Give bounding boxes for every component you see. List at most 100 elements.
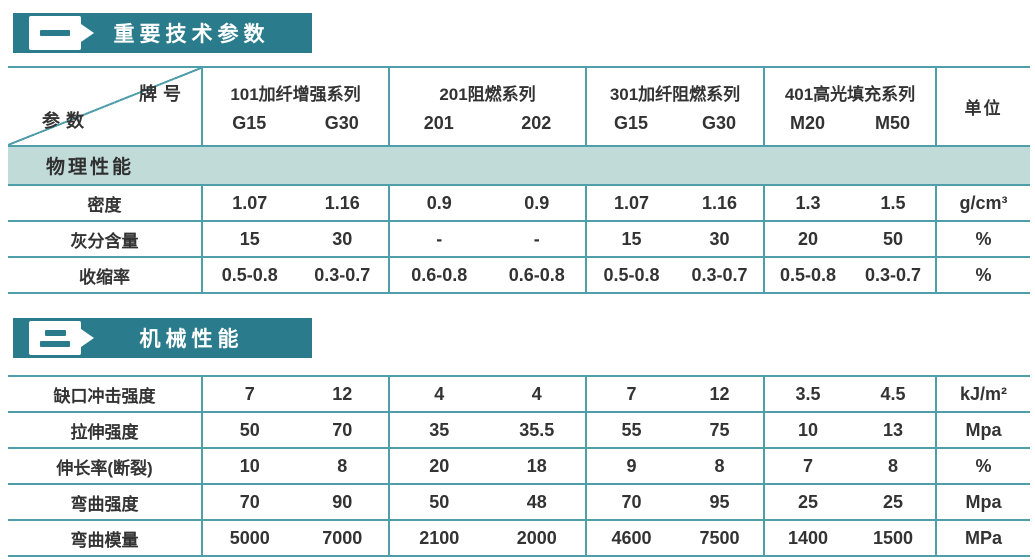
section2-banner: 机械性能 <box>13 318 312 358</box>
cell-value: 35.5 <box>489 413 587 447</box>
cell-value: 2100 <box>419 527 460 548</box>
cell-value: 1.16 <box>676 186 765 220</box>
table-row-density: 密度 1.07 1.16 0.9 0.9 1.07 1.16 1.3 1.5 g… <box>8 186 1030 222</box>
table-row-tensile-strength: 拉伸强度 50 70 35 35.5 55 75 10 13 Mpa <box>8 413 1030 449</box>
group-grades: M20 M50 <box>765 113 935 134</box>
cell-value: 12 <box>676 377 765 411</box>
row-label: 收缩率 <box>8 258 203 292</box>
row-label: 弯曲强度 <box>8 485 203 519</box>
table-row-flexural-strength: 弯曲强度 70 90 50 48 70 95 25 25 Mpa <box>8 485 1030 521</box>
numeral-two-top-bar <box>44 329 66 336</box>
cell-value: 8 <box>297 449 390 483</box>
cell-value: 0.5-0.8 <box>603 264 660 285</box>
group-name: 101加纤增强系列 <box>230 84 361 104</box>
cell-value: 50 <box>429 491 450 512</box>
cell-value: 30 <box>297 222 390 256</box>
cell-value: 50 <box>239 419 260 440</box>
cell-value: 3.5 <box>795 383 821 404</box>
cell-value: 25 <box>851 485 937 519</box>
cell-value: 1.5 <box>851 186 937 220</box>
cell-value: 15 <box>621 228 642 249</box>
grade-label: G15 <box>232 112 267 133</box>
cell-value: 0.3-0.7 <box>297 258 390 292</box>
cell-value: 0.6-0.8 <box>411 264 468 285</box>
cell-value: 7 <box>802 455 813 476</box>
row-label: 缺口冲击强度 <box>8 377 203 411</box>
numeral-one-icon <box>29 16 81 50</box>
group-grades: 201 202 <box>390 113 585 134</box>
section1-title: 重要技术参数 <box>113 23 270 46</box>
section1-banner: 重要技术参数 <box>13 13 312 53</box>
cell-value: 1.3 <box>795 192 821 213</box>
cell-value: 90 <box>297 485 390 519</box>
grade-label: M20 <box>789 112 825 133</box>
numeral-one-bar <box>40 30 70 36</box>
cell-unit: % <box>975 455 992 476</box>
cell-value: 7 <box>244 383 255 404</box>
cell-value: 70 <box>297 413 390 447</box>
cell-value: 15 <box>239 228 260 249</box>
mechanical-properties-table: 缺口冲击强度 7 12 4 4 7 12 3.5 4.5 kJ/m² 拉伸强度 … <box>8 375 1030 557</box>
cell-value: 0.9 <box>426 192 452 213</box>
cell-value: 95 <box>676 485 765 519</box>
section-row-label: 物理性能 <box>46 157 135 178</box>
cell-value: 0.9 <box>489 186 587 220</box>
row-label: 密度 <box>8 186 203 220</box>
cell-value: 2000 <box>489 521 587 555</box>
cell-value: 12 <box>297 377 390 411</box>
cell-value: 20 <box>797 228 819 249</box>
cell-value: 0.3-0.7 <box>676 258 765 292</box>
group-grades: G15 G30 <box>203 113 388 134</box>
cell-unit: Mpa <box>965 491 1002 512</box>
table-row-shrinkage: 收缩率 0.5-0.8 0.3-0.7 0.6-0.8 0.6-0.8 0.5-… <box>8 258 1030 294</box>
cell-value: 1.07 <box>232 192 268 213</box>
cell-unit: MPa <box>964 527 1002 548</box>
header-unit-cell: 单位 <box>964 99 1003 118</box>
section2-title: 机械性能 <box>139 328 244 351</box>
cell-unit: g/cm³ <box>959 192 1008 213</box>
cell-value: 4 <box>434 383 445 404</box>
cell-value: 4600 <box>611 527 652 548</box>
grade-label: G15 <box>613 112 649 133</box>
cell-value: 48 <box>489 485 587 519</box>
cell-value: 8 <box>676 449 765 483</box>
cell-value: 70 <box>239 491 260 512</box>
cell-value: 10 <box>797 419 819 440</box>
cell-value: 1400 <box>787 527 829 548</box>
table-row-ash-content: 灰分含量 15 30 - - 15 30 20 50 % <box>8 222 1030 258</box>
physical-properties-table: 牌号 参数 101加纤增强系列 G15 G30 201阻燃系列 201 202 … <box>8 66 1030 294</box>
cell-unit: Mpa <box>965 419 1002 440</box>
header-group-201: 201阻燃系列 201 202 <box>390 68 587 145</box>
grade-label: M50 <box>874 112 910 133</box>
cell-value: 18 <box>489 449 587 483</box>
cell-value: - <box>436 228 443 249</box>
cell-value: 7 <box>626 383 637 404</box>
cell-value: 5000 <box>229 527 270 548</box>
cell-value: 75 <box>676 413 765 447</box>
header-group-101: 101加纤增强系列 G15 G30 <box>203 68 390 145</box>
grade-label: 202 <box>521 112 552 133</box>
table-row-elongation: 伸长率(断裂) 10 8 20 18 9 8 7 8 % <box>8 449 1030 485</box>
cell-value: 8 <box>851 449 937 483</box>
cell-value: 25 <box>797 491 819 512</box>
corner-grade-label: 牌号 <box>139 84 187 104</box>
corner-parameter-label: 参数 <box>42 111 90 131</box>
cell-value: 4 <box>489 377 587 411</box>
cell-value: 4.5 <box>851 377 937 411</box>
group-name: 401高光填充系列 <box>784 84 916 104</box>
group-name: 301加纤阻燃系列 <box>609 84 741 104</box>
header-group-401: 401高光填充系列 M20 M50 <box>765 68 937 145</box>
cell-value: 70 <box>621 491 642 512</box>
table-row-flexural-modulus: 弯曲模量 5000 7000 2100 2000 4600 7500 1400 … <box>8 521 1030 557</box>
cell-value: 10 <box>239 455 260 476</box>
table-row-impact-strength: 缺口冲击强度 7 12 4 4 7 12 3.5 4.5 kJ/m² <box>8 377 1030 413</box>
cell-unit: kJ/m² <box>959 383 1008 404</box>
cell-value: 1.16 <box>297 186 390 220</box>
cell-value: 0.5-0.8 <box>221 264 278 285</box>
grade-label: G30 <box>324 112 359 133</box>
row-label: 伸长率(断裂) <box>8 449 203 483</box>
row-label: 弯曲模量 <box>8 521 203 555</box>
cell-value: 30 <box>676 222 765 256</box>
row-label: 灰分含量 <box>8 222 203 256</box>
